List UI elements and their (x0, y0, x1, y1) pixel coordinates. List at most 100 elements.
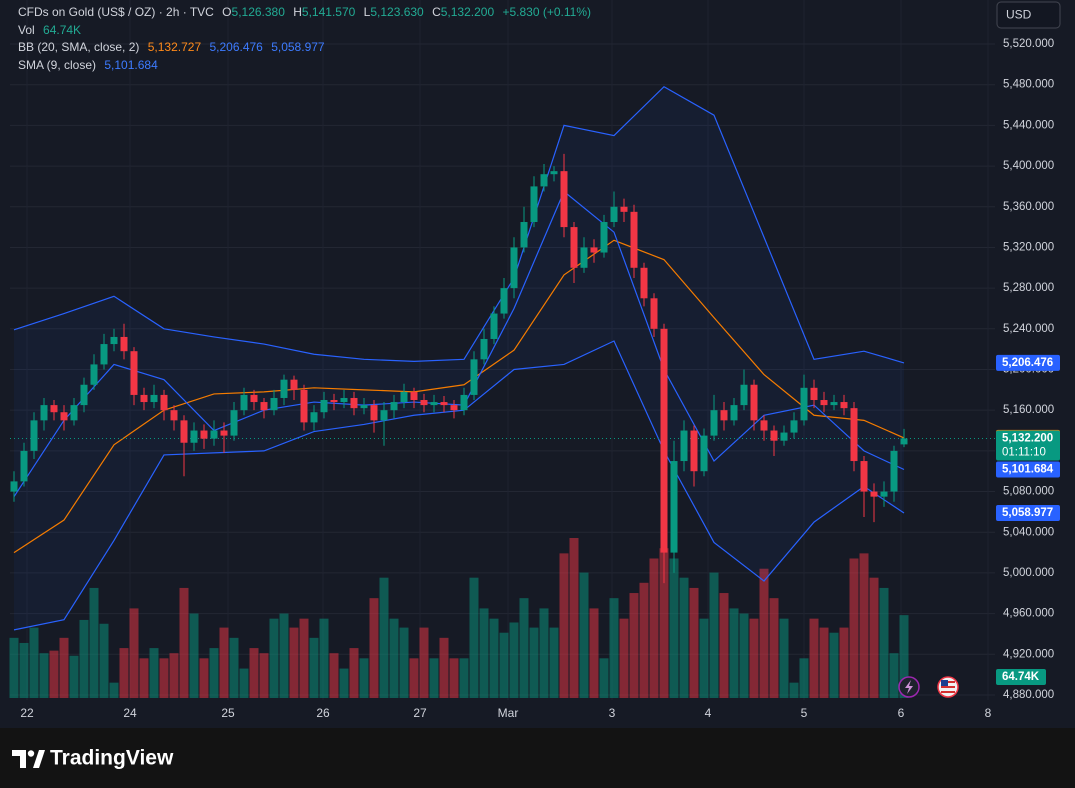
logo-mark[interactable] (33, 750, 45, 768)
last-price-label: 5,132.200 (1002, 432, 1053, 444)
volume-bar (729, 608, 739, 698)
open-key: O (222, 5, 232, 19)
currency-button[interactable]: USD (996, 1, 1061, 29)
candle-body (830, 402, 838, 406)
alert-icon[interactable] (898, 676, 920, 698)
volume-bar (609, 598, 619, 698)
volume-bar (879, 587, 889, 698)
candle-body (270, 397, 278, 411)
x-tick-label: 24 (123, 706, 137, 720)
brand-name[interactable]: TradingView (50, 747, 174, 770)
x-tick-label: 6 (898, 706, 905, 720)
x-tick-label: 4 (705, 706, 712, 720)
candle-body (310, 412, 318, 423)
bb-key[interactable]: BB (20, SMA, close, 2) (18, 40, 140, 54)
volume-bar (589, 608, 599, 698)
volume-bar (749, 618, 759, 698)
symbol[interactable]: CFDs on Gold (US$ / OZ) · 2h · TVC (18, 5, 214, 19)
chart-background (0, 0, 1075, 728)
volume-key[interactable]: Vol (18, 22, 35, 37)
volume-bar (89, 587, 99, 698)
candle-body (580, 247, 588, 268)
y-tick-label: 5,440.000 (1003, 119, 1054, 131)
brand-logo[interactable]: TradingView (12, 747, 174, 770)
candle-body (500, 288, 508, 314)
candle-body (280, 379, 288, 398)
volume-bar (309, 637, 319, 698)
candle-body (770, 430, 778, 441)
bb-upper-value: 5,206.476 (209, 40, 263, 54)
candle-body (510, 247, 518, 289)
candle-body (530, 186, 538, 223)
candle-body (660, 328, 668, 553)
volume-bar (619, 618, 629, 698)
candle-body (120, 336, 128, 352)
alert-icon-bolt[interactable] (905, 680, 913, 694)
sma-key[interactable]: SMA (9, close) (18, 57, 97, 72)
candle-body (820, 400, 828, 406)
volume-bar (699, 618, 709, 698)
candle-body (540, 174, 548, 187)
volume-bar (179, 587, 189, 698)
legend-symbol-row: CFDs on Gold (US$ / OZ) · 2h · TVC O5,12… (18, 4, 591, 22)
candle-body (220, 430, 228, 436)
volume-bar (779, 618, 789, 698)
candle-body (200, 430, 208, 439)
volume-bar (69, 655, 79, 698)
candle-body (870, 491, 878, 497)
volume-bar (499, 632, 509, 698)
x-tick-label: 25 (221, 706, 235, 720)
candle-body (650, 298, 658, 329)
candle-body (450, 405, 458, 411)
bb-lower-value: 5,058.977 (271, 40, 325, 54)
x-tick-label: 5 (801, 706, 808, 720)
last-price-box (996, 430, 1060, 461)
indicator-line (13, 85, 905, 364)
candle-body (430, 402, 438, 406)
candle-body (340, 397, 348, 403)
volume-bar (739, 613, 749, 698)
volume-bar (759, 568, 769, 698)
flag-stripe (941, 691, 955, 693)
candle-body (160, 394, 168, 411)
bb-upper-label: 5,206.476 (1002, 357, 1053, 369)
logo-mark[interactable] (12, 750, 26, 768)
candle-body (550, 171, 558, 175)
close-value: 5,132.200 (440, 5, 495, 19)
candle-body (290, 379, 298, 390)
candle-body (690, 430, 698, 472)
candle-body (410, 391, 418, 401)
candle-body (850, 408, 858, 462)
candle-body (490, 313, 498, 339)
volume-bar (719, 593, 729, 698)
volume-bar (129, 608, 139, 698)
candle-body (520, 222, 528, 248)
candle-body (720, 410, 728, 421)
flag-canton (941, 680, 948, 686)
candle-body (700, 435, 708, 472)
volume-bar (259, 653, 269, 698)
currency-label[interactable]: USD (1006, 8, 1032, 22)
volume-bar (199, 658, 209, 698)
volume-bar (889, 653, 899, 698)
close-key: C (432, 5, 441, 19)
change-value: +5.830 (+0.11%) (502, 5, 591, 19)
x-tick-label: 27 (413, 706, 427, 720)
candle-body (790, 420, 798, 433)
volume-bar (39, 653, 49, 698)
candle-body (640, 267, 648, 299)
candle-body (140, 394, 148, 403)
candle-body (150, 394, 158, 403)
currency-button-frame[interactable] (996, 1, 1061, 29)
sma-label: 5,101.684 (1002, 464, 1054, 476)
bb-basis-value: 5,132.727 (147, 40, 202, 54)
candle-body (400, 391, 408, 403)
logo-dot[interactable] (27, 750, 35, 757)
candle-body (620, 206, 628, 212)
candle-body (260, 402, 268, 411)
candle-body (90, 364, 98, 385)
volume-bar (329, 653, 339, 698)
volume-bar (829, 632, 839, 698)
footer-background (0, 728, 1075, 788)
region-flag-icon[interactable] (937, 676, 959, 698)
